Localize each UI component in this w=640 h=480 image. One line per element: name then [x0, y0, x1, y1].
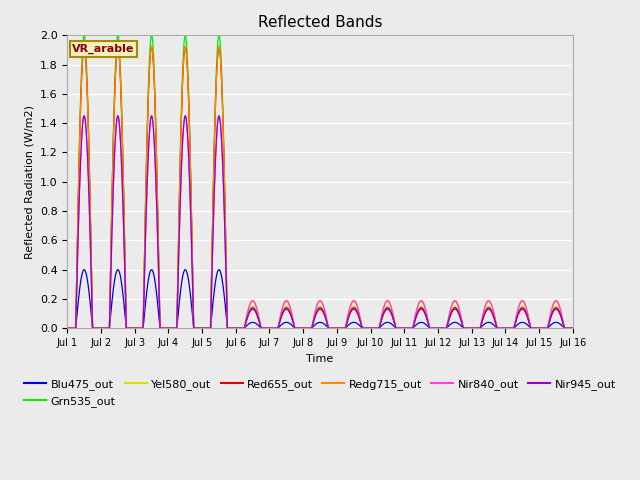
Grn535_out: [80, 33, 88, 38]
Nir945_out: [279, 309, 287, 314]
Nir945_out: [559, 320, 567, 325]
Yel580_out: [121, 264, 129, 269]
Line: Nir945_out: Nir945_out: [67, 116, 573, 328]
Grn535_out: [63, 325, 71, 331]
Redg715_out: [80, 44, 88, 50]
Nir840_out: [559, 318, 567, 324]
Nir945_out: [121, 279, 129, 285]
Grn535_out: [121, 262, 129, 267]
Grn535_out: [279, 309, 287, 314]
Text: VR_arable: VR_arable: [72, 44, 135, 54]
Nir945_out: [151, 157, 159, 163]
Yel580_out: [80, 43, 88, 48]
Redg715_out: [569, 325, 577, 331]
Red655_out: [569, 325, 577, 331]
Line: Nir840_out: Nir840_out: [67, 116, 573, 328]
Grn535_out: [151, 94, 159, 100]
Nir840_out: [279, 303, 287, 309]
Title: Reflected Bands: Reflected Bands: [258, 15, 382, 30]
Red655_out: [151, 103, 159, 109]
Blu475_out: [80, 267, 88, 273]
Red655_out: [257, 325, 265, 331]
Blu475_out: [121, 312, 129, 318]
Grn535_out: [505, 325, 513, 331]
Red655_out: [121, 264, 129, 270]
Line: Redg715_out: Redg715_out: [67, 47, 573, 328]
Blu475_out: [63, 325, 71, 331]
Yel580_out: [279, 307, 287, 313]
Legend: Blu475_out, Grn535_out, Yel580_out, Red655_out, Redg715_out, Nir840_out, Nir945_: Blu475_out, Grn535_out, Yel580_out, Red6…: [20, 375, 620, 411]
Red655_out: [559, 320, 567, 326]
Nir840_out: [257, 325, 265, 331]
Y-axis label: Reflected Radiation (W/m2): Reflected Radiation (W/m2): [24, 105, 35, 259]
Redg715_out: [505, 325, 513, 331]
Blu475_out: [569, 325, 577, 331]
Line: Blu475_out: Blu475_out: [67, 270, 573, 328]
Nir945_out: [569, 325, 577, 331]
Grn535_out: [569, 325, 577, 331]
Nir840_out: [121, 279, 129, 285]
Grn535_out: [559, 320, 567, 325]
Blu475_out: [505, 325, 513, 331]
Yel580_out: [63, 325, 71, 331]
Redg715_out: [151, 103, 159, 109]
Redg715_out: [279, 302, 287, 308]
Nir840_out: [80, 113, 88, 119]
Yel580_out: [559, 319, 567, 325]
Grn535_out: [257, 325, 265, 331]
Line: Yel580_out: Yel580_out: [67, 46, 573, 328]
Blu475_out: [559, 324, 567, 329]
Redg715_out: [257, 325, 265, 331]
Nir945_out: [257, 325, 265, 331]
Yel580_out: [569, 325, 577, 331]
Yel580_out: [151, 102, 159, 108]
Red655_out: [80, 44, 88, 50]
Nir840_out: [151, 157, 159, 163]
Nir945_out: [63, 325, 71, 331]
Nir840_out: [63, 325, 71, 331]
Redg715_out: [63, 325, 71, 331]
Blu475_out: [257, 325, 265, 331]
Redg715_out: [121, 264, 129, 270]
Line: Red655_out: Red655_out: [67, 47, 573, 328]
Redg715_out: [559, 318, 567, 324]
X-axis label: Time: Time: [307, 354, 333, 363]
Yel580_out: [257, 325, 265, 331]
Red655_out: [505, 325, 513, 331]
Red655_out: [63, 325, 71, 331]
Nir945_out: [80, 113, 88, 119]
Nir945_out: [505, 325, 513, 331]
Line: Grn535_out: Grn535_out: [67, 36, 573, 328]
Nir840_out: [569, 325, 577, 331]
Red655_out: [279, 310, 287, 315]
Blu475_out: [279, 321, 287, 326]
Blu475_out: [151, 279, 159, 285]
Nir840_out: [505, 325, 513, 331]
Yel580_out: [505, 325, 513, 331]
